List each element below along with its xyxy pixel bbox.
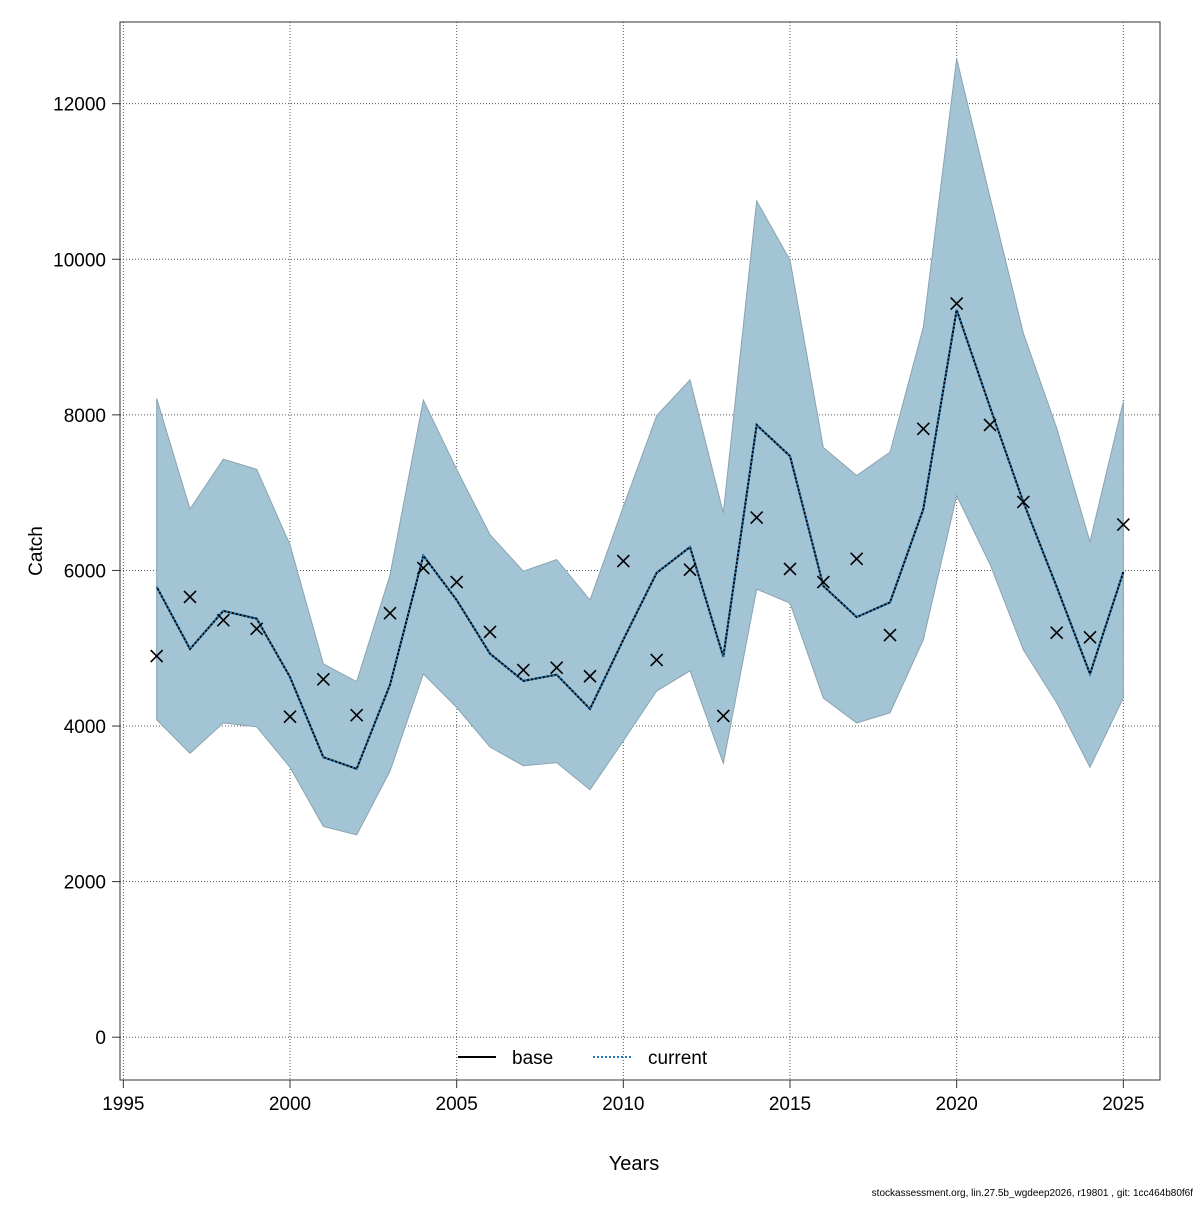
y-tick-label: 2000: [64, 873, 106, 894]
observed-point: [1016, 495, 1030, 509]
confidence-band: [156, 58, 1124, 836]
base-line: [155, 309, 1125, 771]
y-tick-label: 8000: [64, 406, 106, 427]
x-tick-label: 2020: [936, 1094, 978, 1115]
observed-point: [950, 297, 964, 311]
observed-point: [283, 710, 297, 724]
y-tick-label: 10000: [53, 250, 106, 271]
observed-point: [216, 613, 230, 627]
observed-point: [983, 418, 997, 432]
legend-current-label: current: [648, 1048, 708, 1069]
observed-point: [183, 590, 197, 604]
x-tick-label: 1995: [102, 1094, 144, 1115]
observed-point: [483, 625, 497, 639]
observed-point: [750, 510, 764, 525]
observed-point: [150, 649, 164, 663]
y-tick-label: 4000: [64, 717, 106, 738]
observed-point: [616, 554, 630, 568]
observed-point: [1083, 630, 1097, 644]
observed-point: [783, 562, 797, 576]
x-tick-label: 2015: [769, 1094, 811, 1115]
observed-point: [650, 653, 664, 667]
x-tick-label: 2000: [269, 1094, 311, 1115]
observed-point: [816, 575, 830, 589]
observed-point: [516, 663, 530, 677]
observed-point: [883, 628, 897, 642]
legend-base-label: base: [512, 1048, 553, 1069]
observed-point: [550, 661, 564, 675]
y-tick-label: 6000: [64, 561, 106, 582]
y-axis-label: Catch: [26, 526, 47, 576]
x-tick-label: 2005: [436, 1094, 478, 1115]
plot-frame: [119, 21, 1161, 1081]
observed-point: [416, 561, 430, 575]
x-tick-label: 2010: [602, 1094, 644, 1115]
observed-point: [383, 606, 397, 620]
observed-point: [683, 563, 697, 577]
y-tick-label: 12000: [53, 95, 106, 116]
x-tick-label: 2025: [1102, 1094, 1144, 1115]
observed-point: [450, 575, 464, 589]
observed-point: [850, 552, 864, 566]
footer-text: stockassessment.org, lin.27.5b_wgdeep202…: [872, 1188, 1194, 1199]
observed-point: [716, 709, 730, 723]
observed-point: [350, 708, 364, 722]
y-tick-label: 0: [95, 1028, 106, 1049]
x-axis-label: Years: [609, 1153, 659, 1175]
observed-point: [1116, 517, 1130, 532]
observed-point: [316, 672, 330, 686]
observed-point: [916, 422, 930, 436]
legend: base current: [458, 1048, 708, 1069]
observed-point: [250, 622, 264, 636]
observed-point: [583, 669, 597, 683]
observed-point: [1050, 626, 1064, 640]
